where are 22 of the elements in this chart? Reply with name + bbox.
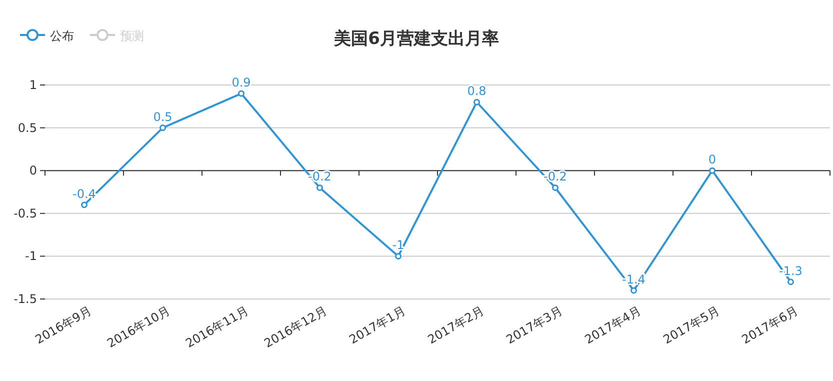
data-label: 0.5 [153,110,172,124]
y-tick-label: -1.5 [14,292,37,306]
chart-title: 美国6月营建支出月率 [333,29,499,49]
data-label: 0 [708,152,716,167]
point [630,287,637,294]
point [395,252,402,260]
point [160,124,166,132]
point [474,98,480,106]
y-tick-label: 0.5 [18,120,37,135]
data-label: 0.8 [467,84,486,98]
y-tick-label: 0 [29,164,37,178]
y-tick-label: 1 [29,78,37,92]
legend-label: 公布 [50,29,74,43]
point [709,167,716,174]
data-label: 0.9 [232,76,251,90]
point [81,202,88,208]
y-tick-label: -1 [25,249,37,264]
point [552,184,558,191]
y-tick-label: -0.5 [14,206,37,220]
point [316,184,323,191]
point [788,278,794,286]
point [238,90,244,97]
